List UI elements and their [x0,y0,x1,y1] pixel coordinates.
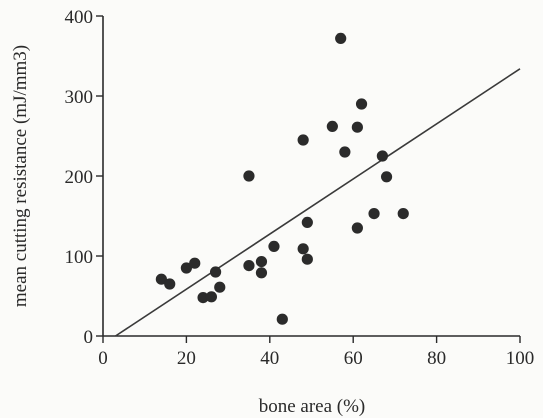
data-point [197,292,209,304]
data-point [189,257,201,269]
data-point [301,253,313,265]
data-point [297,243,309,255]
data-point [276,313,288,325]
tick-marks [96,15,521,343]
data-point [297,134,309,146]
y-tick-label: 400 [65,7,94,28]
y-tick-label: 300 [65,87,94,108]
data-point [268,240,280,252]
data-point [255,256,268,268]
data-point [351,222,363,234]
y-tick-label: 0 [84,327,94,348]
data-point [214,281,226,293]
data-point [355,98,368,110]
data-point [339,146,351,158]
data-point [164,278,176,290]
data-point [326,120,338,132]
x-tick-labels: 0 20 40 60 80 100 [98,348,534,369]
x-axis-label: bone area (%) [259,396,366,417]
x-tick-label: 80 [427,348,446,369]
regression-line-group [115,68,521,337]
data-point [255,267,268,279]
y-axis-label: mean cutting resistance (mJ/mm3) [10,45,31,307]
x-tick-label: 0 [98,348,108,369]
data-point [376,150,388,162]
y-tick-label: 100 [65,247,94,268]
regression-line [115,68,521,337]
x-tick-label: 100 [506,348,535,369]
data-point [368,208,380,220]
data-point [243,260,255,272]
axes [102,16,520,337]
y-tick-label: 200 [65,167,94,188]
data-point [180,262,192,274]
data-point [397,208,409,220]
data-point [380,171,393,183]
data-point [301,216,313,228]
data-point [351,121,363,133]
data-point [209,266,222,278]
data-points [155,32,409,325]
y-tick-labels: 0 100 200 300 400 [65,7,94,348]
x-tick-label: 20 [177,348,196,369]
x-tick-label: 40 [260,348,279,369]
data-point [335,32,347,45]
data-point [205,291,218,303]
data-point [155,273,167,285]
x-tick-label: 60 [344,348,363,369]
data-point [243,170,255,182]
